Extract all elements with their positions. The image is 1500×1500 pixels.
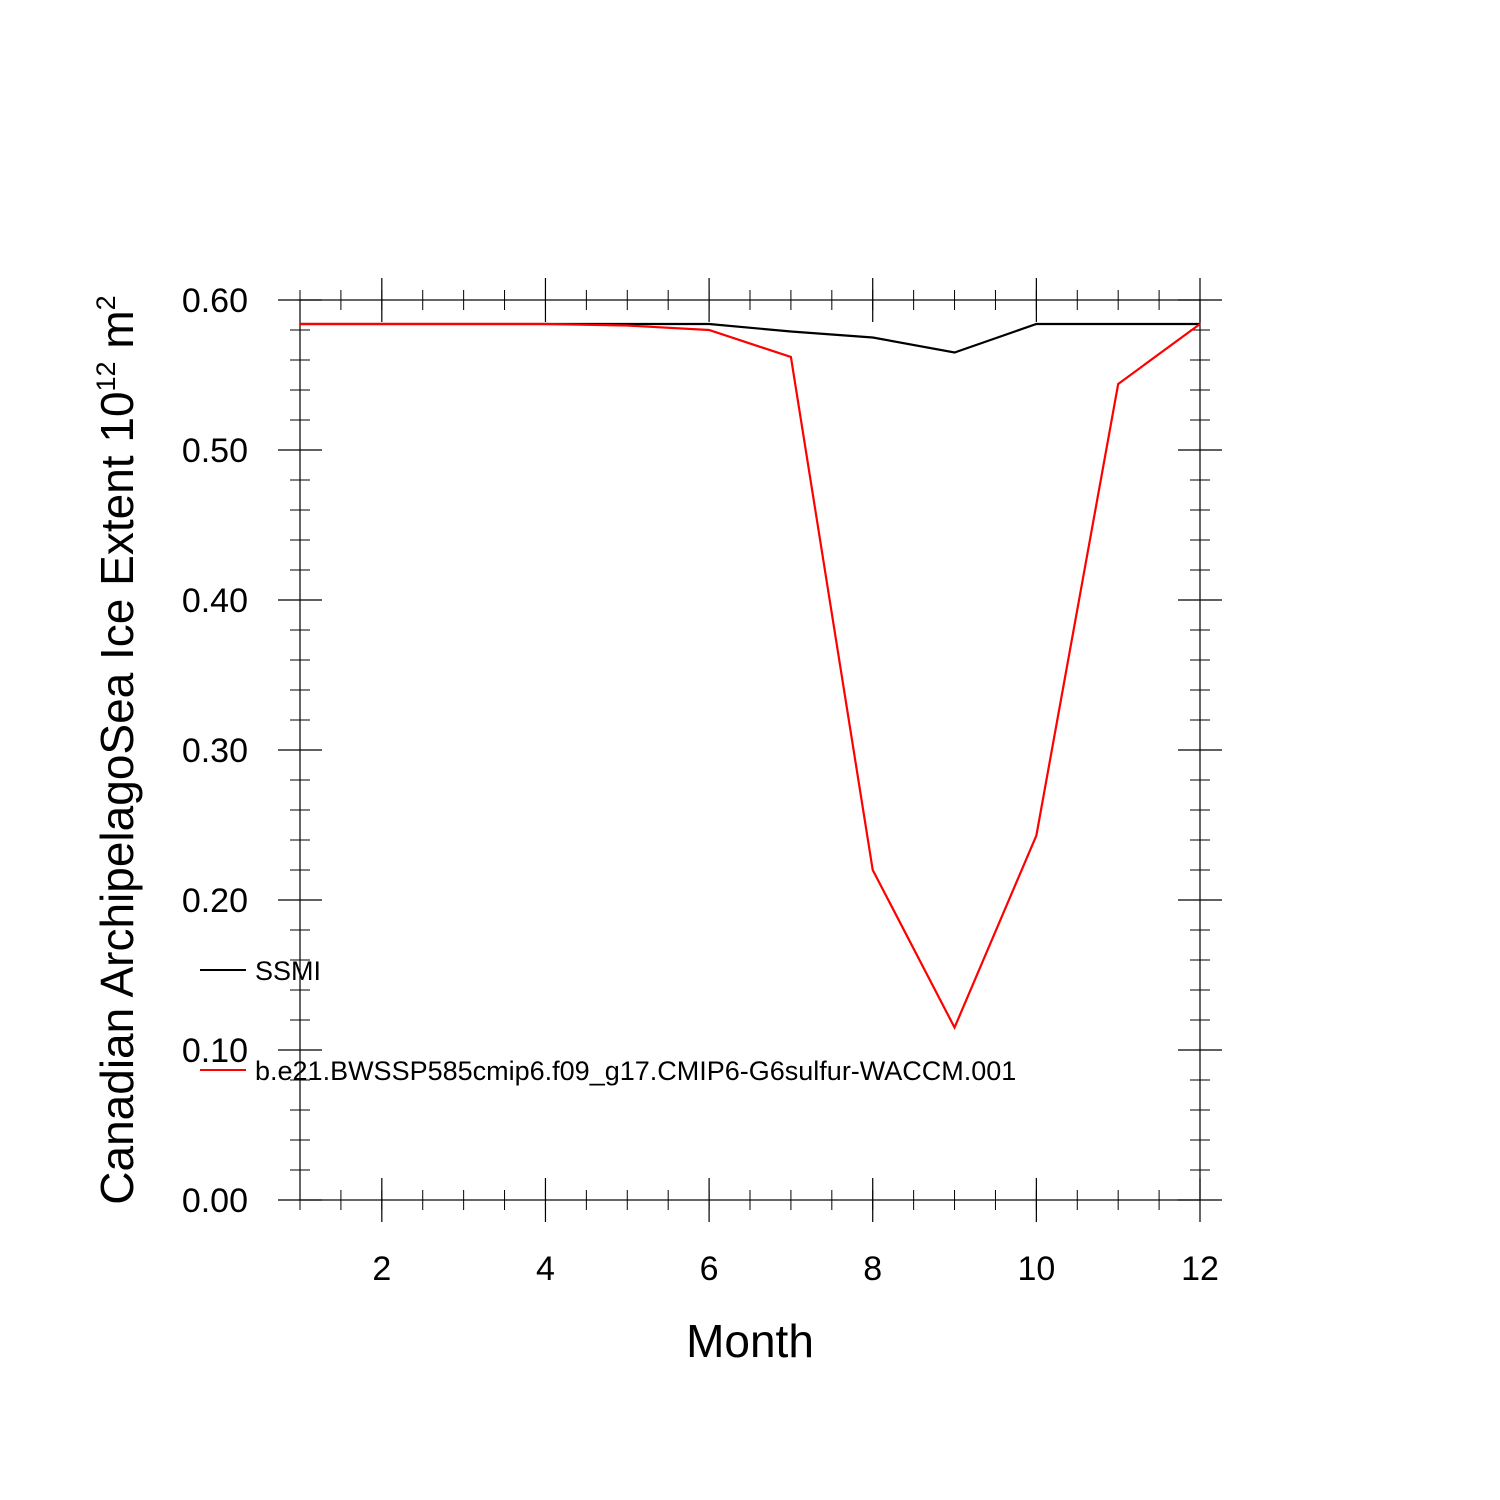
y-tick-label: 0.40 xyxy=(182,582,248,620)
x-tick-labels: 2 4 6 8 10 12 xyxy=(372,1250,1219,1288)
y-tick-label: 0.00 xyxy=(182,1182,248,1220)
y-tick-label: 0.20 xyxy=(182,882,248,920)
y-axis-title-exponent: 12 xyxy=(91,361,121,391)
legend: SSMI b.e21.BWSSP585cmip6.f09_g17.CMIP6-G6… xyxy=(200,956,1016,1086)
series-line xyxy=(300,322,1201,1031)
series-lines xyxy=(300,322,1201,1031)
x-tick-label: 10 xyxy=(1017,1250,1055,1288)
x-tick-label: 2 xyxy=(372,1250,391,1288)
y-tick-label: 0.50 xyxy=(182,432,248,470)
y-axis-title-unit-exponent: 2 xyxy=(91,295,121,310)
y-axis-title: Canadian ArchipelagoSea Ice Extent 1012 … xyxy=(91,295,143,1204)
y-tick-label: 0.60 xyxy=(182,282,248,320)
x-tick-label: 8 xyxy=(863,1250,882,1288)
x-axis-title: Month xyxy=(686,1315,814,1367)
x-tick-label: 12 xyxy=(1181,1250,1219,1288)
y-axis-title-main: Canadian ArchipelagoSea Ice Extent 10 xyxy=(91,391,143,1204)
y-tick-labels: 0.00 0.10 0.20 0.30 0.40 0.50 0.60 xyxy=(182,282,248,1220)
y-tick-label: 0.10 xyxy=(182,1032,248,1070)
major-ticks xyxy=(278,278,1222,1222)
legend-label: SSMI xyxy=(255,956,321,986)
x-tick-label: 4 xyxy=(536,1250,555,1288)
x-tick-label: 6 xyxy=(700,1250,719,1288)
legend-label: b.e21.BWSSP585cmip6.f09_g17.CMIP6-G6sulf… xyxy=(255,1056,1016,1086)
y-axis-title-unit: m xyxy=(91,310,143,361)
y-tick-label: 0.30 xyxy=(182,732,248,770)
series-line xyxy=(300,322,1200,354)
